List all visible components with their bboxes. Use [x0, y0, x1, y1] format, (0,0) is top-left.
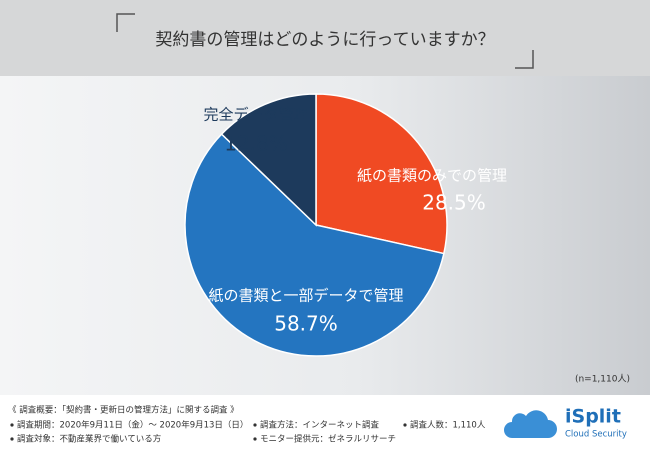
bullet [403, 423, 407, 427]
slice-label: 完全データ管理 [203, 106, 308, 124]
logo: iSplit Cloud Security [504, 406, 627, 440]
header-band [0, 0, 650, 76]
bullet [253, 423, 257, 427]
value-label: 28.5% [422, 191, 486, 215]
footer-item: 調査期間：2020年9月11日（金）〜 2020年9月13日（日） [17, 420, 248, 431]
logo-cloud [504, 410, 557, 438]
logo-name: iSplit [565, 406, 621, 428]
bracket [515, 50, 534, 69]
footer-heading: 《 調査概要：「契約書・更新日の管理方法」に関する調査 》 [8, 405, 239, 416]
bullet [10, 423, 14, 427]
pie-slice [220, 93, 317, 227]
footer-item: 調査対象：不動産業界で働いている方 [17, 434, 161, 445]
footer-item: モニター提供元：ゼネラルリサーチ [260, 434, 396, 445]
bracket [116, 13, 135, 32]
footer-items: 調査期間：2020年9月11日（金）〜 2020年9月13日（日） 調査対象：不動… [10, 420, 486, 445]
pie-slice [315, 93, 448, 255]
logo-tagline: Cloud Security [565, 430, 627, 440]
value-label: 58.7% [274, 312, 338, 336]
footer-item: 調査方法：インターネット調査 [260, 420, 380, 431]
value-label: 12.8% [224, 132, 288, 156]
chart-title: 契約書の管理はどのように行っていますか？ [155, 30, 494, 50]
sample-note: (n=1,110人) [575, 374, 630, 385]
footer-item: 調査人数：1,110人 [410, 420, 486, 431]
pie-slice [184, 133, 445, 357]
pie: 紙の書類のみでの管理 28.5% 紙の書類と一部データで管理 58.7% 完全データ管理… [184, 93, 507, 357]
slice-label: 紙の書類のみでの管理 [357, 167, 507, 185]
slice-label: 紙の書類と一部データで管理 [208, 287, 403, 305]
bullet [253, 437, 257, 441]
bullet [10, 437, 14, 441]
